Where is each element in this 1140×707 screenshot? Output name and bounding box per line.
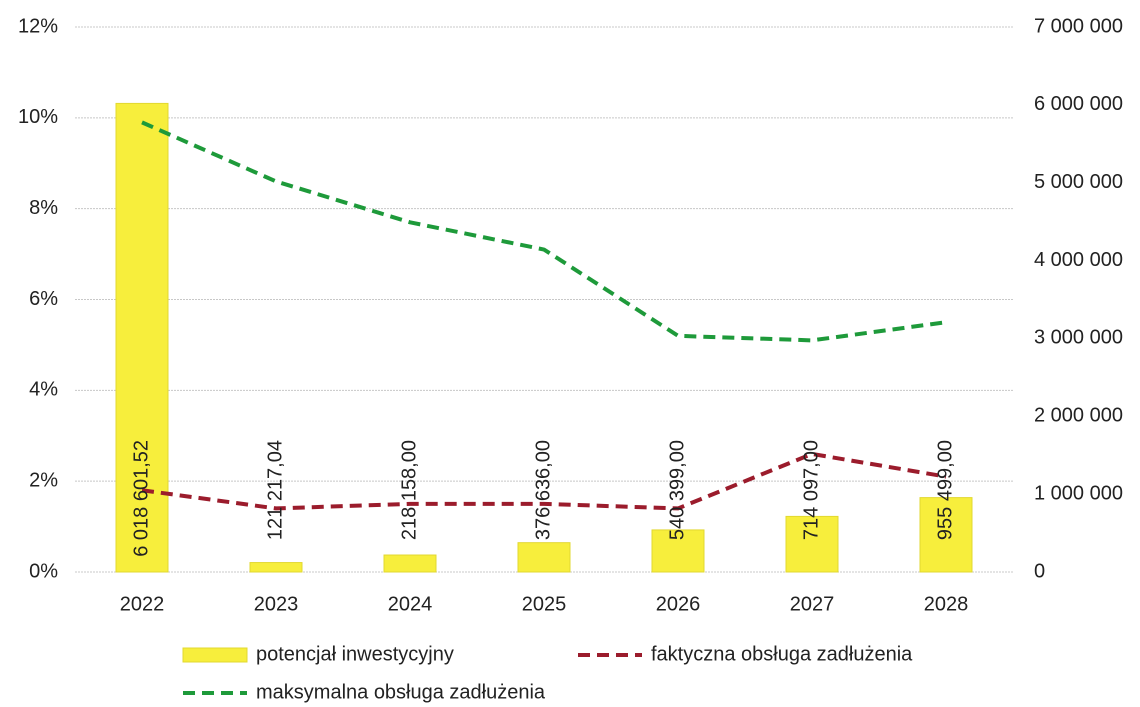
y2-tick-label: 1 000 000 bbox=[1034, 482, 1123, 504]
y2-tick-label: 0 bbox=[1034, 560, 1045, 582]
y-tick-label: 8% bbox=[29, 197, 58, 219]
bar bbox=[115, 102, 169, 573]
bar bbox=[919, 497, 973, 573]
bar bbox=[517, 542, 571, 573]
bar bbox=[785, 515, 839, 573]
y-tick-label: 12% bbox=[18, 15, 58, 37]
data-label: 218 158,00 bbox=[398, 440, 420, 540]
y-tick-label: 2% bbox=[29, 469, 58, 491]
line bbox=[141, 451, 947, 511]
x-tick-label: 2027 bbox=[790, 593, 835, 615]
data-label: 6 018 601,52 bbox=[130, 440, 152, 557]
y-tick-label: 10% bbox=[18, 106, 58, 128]
y-tick-label: 0% bbox=[29, 560, 58, 582]
y2-tick-label: 3 000 000 bbox=[1034, 327, 1123, 349]
bar bbox=[249, 562, 303, 573]
x-tick-label: 2025 bbox=[522, 593, 567, 615]
bar bbox=[383, 554, 437, 573]
data-label: 540 399,00 bbox=[666, 440, 688, 540]
y2-tick-label: 6 000 000 bbox=[1034, 93, 1123, 115]
y2-tick-label: 5 000 000 bbox=[1034, 171, 1123, 193]
data-label: 955 499,00 bbox=[934, 440, 956, 540]
legend-label: potencjał inwestycyjny bbox=[256, 643, 454, 665]
data-label: 714 097,00 bbox=[800, 440, 822, 540]
data-label: 121 217,04 bbox=[264, 440, 286, 540]
x-tick-label: 2022 bbox=[120, 593, 165, 615]
line bbox=[141, 120, 947, 343]
x-tick-label: 2026 bbox=[656, 593, 701, 615]
legend-swatch bbox=[182, 647, 248, 663]
y2-tick-label: 4 000 000 bbox=[1034, 249, 1123, 271]
y2-tick-label: 2 000 000 bbox=[1034, 405, 1123, 427]
legend-label: faktyczna obsługa zadłużenia bbox=[651, 643, 913, 665]
y-tick-label: 4% bbox=[29, 379, 58, 401]
legend-label: maksymalna obsługa zadłużenia bbox=[256, 681, 546, 703]
x-tick-label: 2028 bbox=[924, 593, 969, 615]
bar bbox=[651, 529, 705, 573]
y-tick-label: 6% bbox=[29, 288, 58, 310]
x-tick-label: 2024 bbox=[388, 593, 433, 615]
y2-tick-label: 7 000 000 bbox=[1034, 15, 1123, 37]
data-label: 376 636,00 bbox=[532, 440, 554, 540]
x-tick-label: 2023 bbox=[254, 593, 299, 615]
